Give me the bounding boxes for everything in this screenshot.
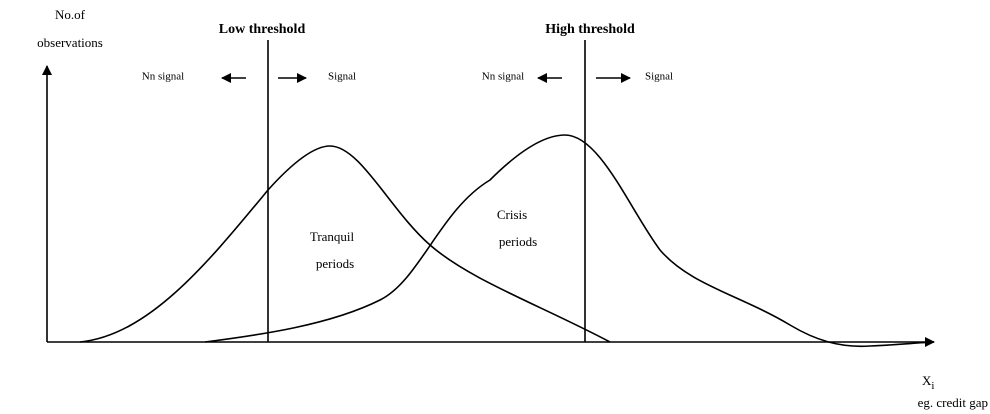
x-label-main: X [922, 373, 932, 388]
y-axis-label: observations [37, 35, 103, 50]
crisis-curve [204, 134, 935, 348]
curve-label: Crisis [497, 207, 527, 222]
x-label-subscript: i [931, 380, 934, 392]
x-axis-label: Xi [922, 373, 934, 392]
threshold-title: High threshold [545, 22, 635, 37]
y-axis-label: No.of [55, 7, 86, 22]
no-signal-label: Nn signal [142, 71, 184, 83]
threshold-title: Low threshold [219, 22, 306, 37]
no-signal-label: Nn signal [482, 71, 524, 83]
tranquil-curve [79, 145, 611, 343]
x-axis-note: eg. credit gap [918, 395, 988, 410]
signal-label: Signal [645, 71, 673, 83]
signal-label: Signal [328, 71, 356, 83]
curve-label: periods [316, 256, 354, 271]
curve-label: Tranquil [310, 229, 355, 244]
curve-label: periods [499, 234, 537, 249]
